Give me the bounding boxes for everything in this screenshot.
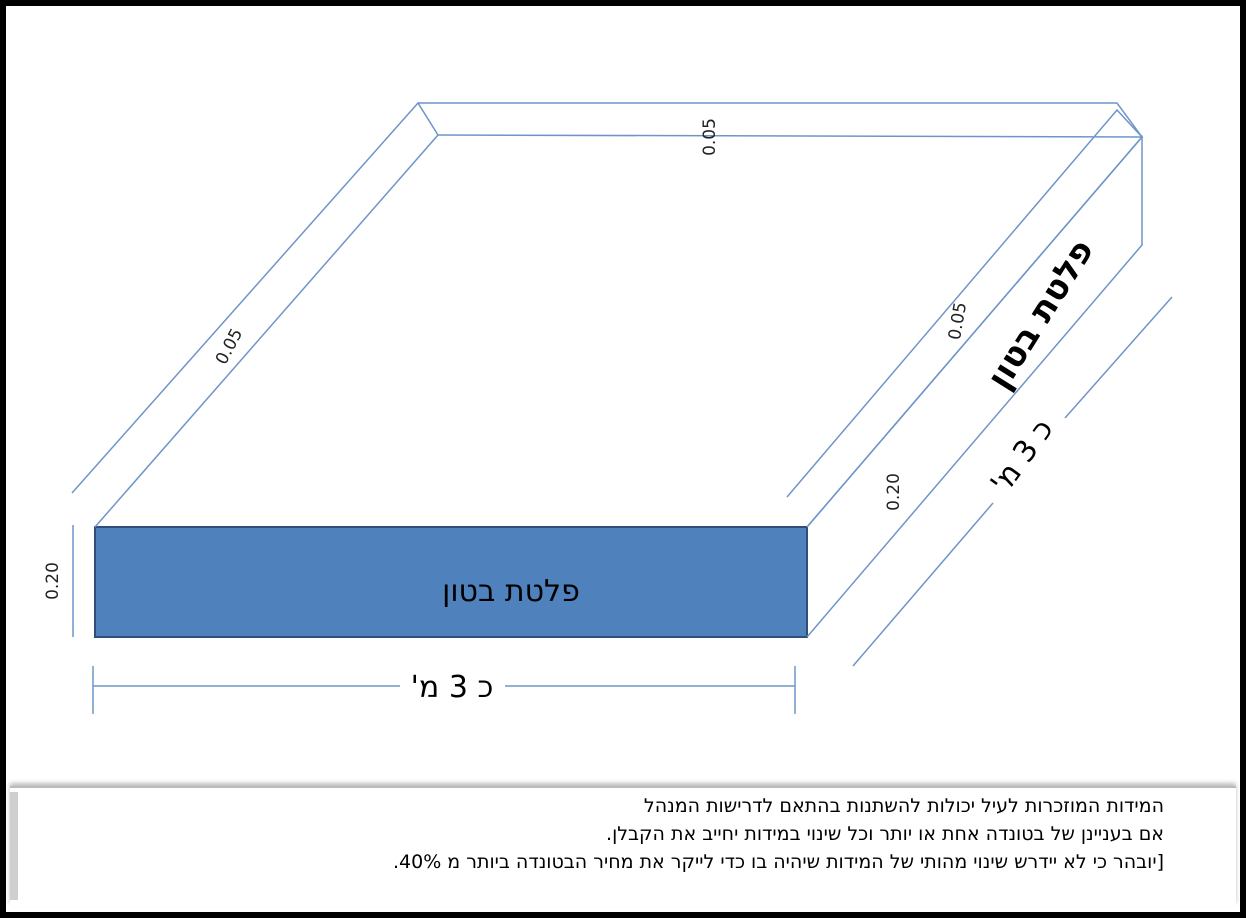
- note-line-2: אם בעניינן של בטונדה אחת או יותר וכל שינ…: [606, 823, 1164, 845]
- front-length-dimension: [92, 666, 796, 714]
- notes-text: המידות המוזכרות לעיל יכולות להשתנות בהתא…: [393, 792, 1164, 876]
- note-line-1: המידות המוזכרות לעיל יכולות להשתנות בהתא…: [643, 795, 1164, 817]
- back-wall-thickness-label: 0.05: [700, 118, 720, 156]
- left-rim-wall: [71, 101, 439, 528]
- side-height-label: 0.20: [884, 473, 904, 511]
- notes-left-bar: [10, 792, 18, 900]
- side-length-label: כ 3 מ': [984, 413, 1061, 500]
- notes-panel: המידות המוזכרות לעיל יכולות להשתנות בהתא…: [10, 786, 1236, 906]
- side-length-dimension: [852, 296, 1173, 667]
- slab-front-face: [94, 526, 808, 638]
- right-rim-wall: [786, 108, 1144, 528]
- front-length-label: כ 3 מ': [411, 670, 494, 705]
- front-height-label: 0.20: [43, 562, 63, 600]
- slab-front-label: פלטת בטון: [442, 574, 580, 609]
- left-wall-thickness-label: 0.05: [212, 325, 247, 368]
- note-line-3: [יובהר כי לא יידרש שינוי מהותי של המידות…: [392, 851, 1164, 873]
- back-rim-wall: [418, 102, 1144, 138]
